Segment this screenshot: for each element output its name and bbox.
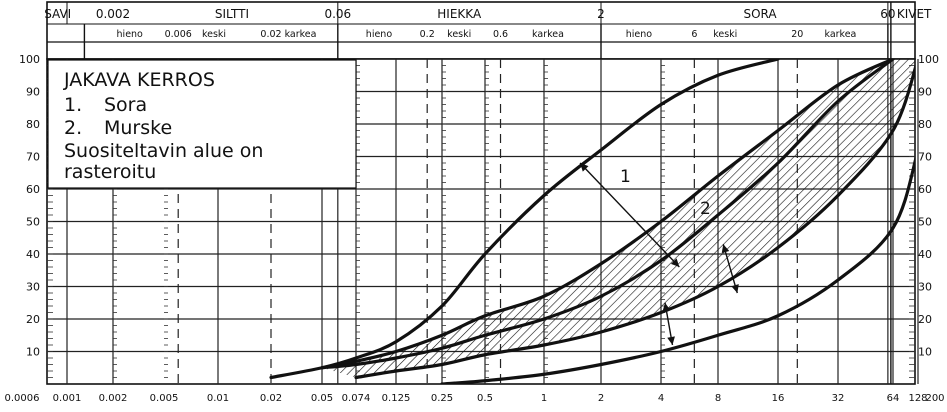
legend-note-line-1: Suositeltavin alue on — [64, 140, 263, 162]
y-tick-label-left: 10 — [26, 346, 40, 359]
range-arrow-2 — [722, 244, 738, 294]
y-tick-label-left: 80 — [26, 118, 40, 131]
x-tick-label: 0.125 — [382, 393, 411, 404]
y-tick-label-left: 60 — [26, 183, 40, 196]
x-tick-label: 16 — [772, 393, 785, 404]
arrow-head — [662, 302, 671, 312]
y-tick-label-left: 30 — [26, 281, 40, 294]
range-arrow-1 — [579, 162, 680, 268]
plot-area — [46, 2, 919, 385]
y-tick-label-right: 70 — [918, 151, 932, 164]
y-tick-label-left: 100 — [19, 53, 40, 66]
fraction-sub-label: hieno — [117, 29, 144, 40]
grading-curve-2 — [320, 59, 895, 370]
x-tick-label: 0.02 — [260, 393, 282, 404]
grading-curve-1 — [269, 59, 780, 380]
legend: JAKAVA KERROS 1. Sora 2. Murske Suositel… — [47, 59, 357, 189]
y-tick-label-left: 90 — [26, 86, 40, 99]
arrow-head — [721, 244, 730, 254]
fraction-sub-label: keski — [447, 29, 471, 40]
x-tick-label: 0.0006 — [5, 393, 40, 404]
fraction-sub-label: 0.6 — [493, 29, 508, 40]
fraction-sub-label: hieno — [626, 29, 653, 40]
fraction-sub-label: karkea — [285, 29, 317, 40]
fraction-sub-label: 20 — [791, 29, 803, 40]
x-tick-label: 128 — [908, 393, 927, 404]
x-tick-label: 0.001 — [53, 393, 82, 404]
fraction-label: SILTTI — [215, 7, 249, 21]
fraction-label: HIEKKA — [437, 7, 482, 21]
fraction-label: SAVI — [44, 7, 71, 21]
grading-curve-4 — [354, 63, 915, 380]
legend-item-1-text: Sora — [104, 94, 147, 116]
y-tick-label-left: 40 — [26, 248, 40, 261]
fraction-sub-label: karkea — [532, 29, 564, 40]
grading-curve-5 — [440, 155, 915, 384]
x-tick-label: 200 — [925, 393, 944, 404]
fraction-sub-label: 0.02 — [260, 29, 281, 40]
x-tick-label: 0.5 — [477, 393, 493, 404]
y-tick-label-right: 20 — [918, 313, 932, 326]
fraction-sub-label: keski — [713, 29, 737, 40]
x-tick-label: 8 — [715, 393, 721, 404]
y-axis-left: 10 20 30 40 50 60 70 80 90 100 — [19, 53, 40, 359]
fraction-label: SORA — [743, 7, 777, 21]
x-axis: 0.0006 0.001 0.002 0.005 0.01 0.02 0.05 0.074 0.… — [5, 393, 945, 404]
x-tick-label: 64 — [887, 393, 900, 404]
fraction-separators — [66, 2, 889, 59]
fraction-label: 0.002 — [96, 7, 130, 21]
x-tick-label: 0.002 — [99, 393, 128, 404]
y-tick-label-right: 50 — [918, 216, 932, 229]
x-tick-label: 4 — [658, 393, 664, 404]
fraction-sub-row: hieno 0.006 keski 0.02 karkea hieno 0.2 keski 0.… — [117, 29, 857, 40]
legend-note-line-2: rasteroitu — [64, 161, 156, 183]
legend-item-2-number: 2. — [64, 117, 82, 139]
x-tick-label: 0.01 — [207, 393, 229, 404]
fraction-sub-label: hieno — [366, 29, 393, 40]
fraction-sub-label: 0.006 — [165, 29, 192, 40]
grading-curve-3 — [320, 59, 895, 370]
arrow-head — [580, 163, 589, 172]
arrow-head — [667, 336, 675, 345]
y-tick-label-right: 30 — [918, 281, 932, 294]
x-tick-label: 0.05 — [311, 393, 333, 404]
fraction-sub-label: keski — [202, 29, 226, 40]
fraction-sub-label: 0.2 — [420, 29, 435, 40]
fraction-label: KIVET — [897, 7, 932, 21]
curve-label-1: 1 — [620, 167, 631, 187]
x-tick-label: 2 — [598, 393, 604, 404]
y-tick-label-left: 50 — [26, 216, 40, 229]
curve-label-2: 2 — [700, 199, 711, 219]
y-tick-label-right: 80 — [918, 118, 932, 131]
legend-title: JAKAVA KERROS — [63, 69, 215, 91]
fraction-sub-label: karkea — [824, 29, 856, 40]
arrow-head — [731, 284, 739, 293]
y-axis-right: 10 20 30 40 50 60 70 80 90 100 — [918, 53, 939, 359]
y-tick-label-right: 40 — [918, 248, 932, 261]
range-arrows — [579, 162, 739, 346]
grading-curves — [269, 59, 915, 384]
y-tick-label-right: 90 — [918, 86, 932, 99]
y-tick-label-right: 10 — [918, 346, 932, 359]
legend-item-2-text: Murske — [104, 117, 172, 139]
x-tick-label: 0.005 — [150, 393, 179, 404]
x-tick-label: 1 — [541, 393, 547, 404]
legend-box — [47, 59, 357, 189]
y-tick-label-right: 60 — [918, 183, 932, 196]
legend-item-1-number: 1. — [64, 94, 82, 116]
fraction-sub-label: 6 — [691, 29, 697, 40]
recommended-zone — [322, 59, 915, 378]
x-tick-label: 32 — [832, 393, 845, 404]
x-tick-label: 0.074 — [342, 393, 371, 404]
y-tick-label-right: 100 — [918, 53, 939, 66]
y-tick-label-left: 70 — [26, 151, 40, 164]
arrow-head — [670, 258, 680, 267]
x-tick-label: 0.25 — [431, 393, 453, 404]
y-tick-label-left: 20 — [26, 313, 40, 326]
